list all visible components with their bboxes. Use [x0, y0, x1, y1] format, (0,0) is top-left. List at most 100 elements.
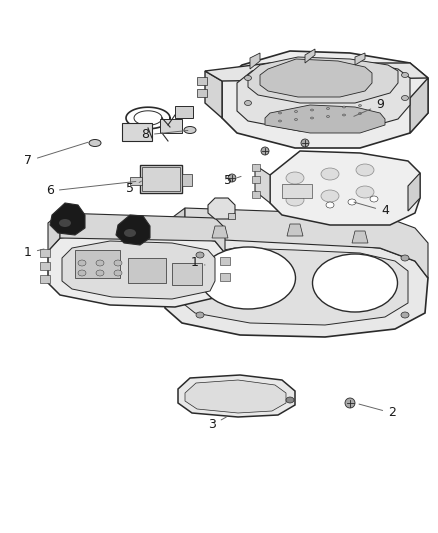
- Polygon shape: [248, 57, 398, 103]
- Ellipse shape: [326, 116, 329, 117]
- Ellipse shape: [294, 118, 297, 120]
- Ellipse shape: [401, 312, 409, 318]
- Bar: [160, 119, 182, 133]
- Polygon shape: [410, 78, 428, 133]
- Bar: [40, 275, 50, 283]
- Bar: [75, 250, 120, 278]
- Polygon shape: [260, 59, 372, 97]
- Polygon shape: [165, 208, 185, 255]
- Ellipse shape: [114, 270, 122, 276]
- Bar: [197, 77, 207, 85]
- Polygon shape: [165, 235, 428, 337]
- Ellipse shape: [345, 398, 355, 408]
- Ellipse shape: [184, 126, 196, 133]
- Polygon shape: [178, 375, 295, 417]
- Polygon shape: [212, 226, 228, 238]
- Polygon shape: [408, 173, 420, 211]
- Text: 2: 2: [359, 404, 396, 419]
- Text: 4: 4: [354, 202, 389, 217]
- Polygon shape: [265, 105, 385, 133]
- Polygon shape: [305, 49, 315, 63]
- Ellipse shape: [401, 255, 409, 261]
- Ellipse shape: [196, 312, 204, 318]
- Bar: [252, 164, 260, 171]
- Ellipse shape: [370, 196, 378, 202]
- Ellipse shape: [124, 229, 136, 237]
- Bar: [142, 167, 180, 191]
- Bar: [122, 123, 152, 141]
- Polygon shape: [237, 61, 410, 131]
- Text: 6: 6: [46, 181, 136, 198]
- Ellipse shape: [301, 139, 309, 147]
- Ellipse shape: [78, 270, 86, 276]
- Ellipse shape: [311, 117, 314, 119]
- Bar: [175, 106, 193, 118]
- Polygon shape: [270, 151, 420, 225]
- Ellipse shape: [356, 186, 374, 198]
- Ellipse shape: [96, 260, 104, 266]
- Text: 1: 1: [191, 256, 205, 270]
- Ellipse shape: [343, 106, 346, 108]
- Text: 7: 7: [24, 142, 88, 167]
- Bar: [182, 174, 192, 186]
- Ellipse shape: [286, 397, 294, 403]
- Polygon shape: [287, 224, 303, 236]
- Ellipse shape: [286, 172, 304, 184]
- Ellipse shape: [358, 112, 361, 115]
- Bar: [220, 257, 230, 265]
- Ellipse shape: [402, 95, 409, 101]
- Ellipse shape: [279, 112, 282, 114]
- Ellipse shape: [312, 254, 398, 312]
- Polygon shape: [228, 213, 235, 219]
- Ellipse shape: [358, 104, 361, 107]
- Bar: [130, 177, 142, 185]
- Bar: [252, 191, 260, 198]
- Polygon shape: [205, 71, 222, 118]
- Polygon shape: [355, 53, 365, 65]
- Text: 9: 9: [354, 99, 384, 116]
- Polygon shape: [222, 51, 428, 148]
- Ellipse shape: [78, 260, 86, 266]
- Ellipse shape: [348, 199, 356, 205]
- Polygon shape: [208, 198, 235, 219]
- Polygon shape: [116, 215, 150, 245]
- Bar: [220, 273, 230, 281]
- Text: 1: 1: [24, 246, 44, 260]
- Polygon shape: [50, 203, 85, 235]
- Ellipse shape: [114, 260, 122, 266]
- Polygon shape: [255, 165, 270, 203]
- Polygon shape: [185, 380, 286, 413]
- Ellipse shape: [228, 174, 236, 182]
- Ellipse shape: [294, 110, 297, 112]
- Bar: [128, 258, 166, 283]
- Ellipse shape: [261, 147, 269, 155]
- Text: 3: 3: [208, 417, 226, 432]
- Polygon shape: [60, 213, 225, 253]
- Text: 8: 8: [141, 128, 188, 141]
- Ellipse shape: [286, 194, 304, 206]
- Polygon shape: [250, 53, 260, 69]
- Text: 5: 5: [126, 181, 141, 195]
- Polygon shape: [205, 63, 428, 81]
- Bar: [197, 89, 207, 97]
- Polygon shape: [352, 231, 368, 243]
- Ellipse shape: [311, 109, 314, 111]
- Ellipse shape: [201, 247, 296, 309]
- Ellipse shape: [356, 164, 374, 176]
- Polygon shape: [48, 231, 225, 307]
- Ellipse shape: [89, 140, 101, 147]
- Ellipse shape: [326, 202, 334, 208]
- Ellipse shape: [402, 72, 409, 77]
- Ellipse shape: [343, 114, 346, 116]
- Ellipse shape: [244, 101, 251, 106]
- Bar: [140, 165, 182, 193]
- Ellipse shape: [244, 76, 251, 80]
- Polygon shape: [185, 208, 428, 278]
- Polygon shape: [48, 213, 60, 251]
- Polygon shape: [180, 248, 408, 325]
- Bar: [282, 184, 312, 198]
- Ellipse shape: [321, 168, 339, 180]
- Ellipse shape: [279, 120, 282, 122]
- Ellipse shape: [326, 108, 329, 109]
- Ellipse shape: [321, 190, 339, 202]
